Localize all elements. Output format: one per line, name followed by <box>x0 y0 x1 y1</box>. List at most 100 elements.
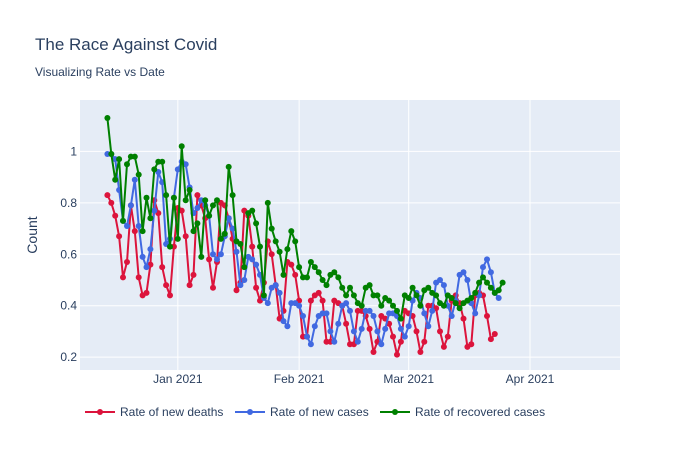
data-point <box>323 282 330 289</box>
legend-item[interactable]: Rate of new cases <box>235 405 369 419</box>
data-point <box>143 289 150 296</box>
data-point <box>178 143 185 150</box>
y-tick-label: 0.6 <box>60 247 77 261</box>
data-point <box>378 341 385 348</box>
data-point <box>272 282 279 289</box>
data-point <box>366 325 373 332</box>
data-point <box>288 261 295 268</box>
data-point <box>480 274 486 281</box>
data-point <box>276 248 283 255</box>
data-point <box>182 197 189 204</box>
data-point <box>358 325 365 332</box>
data-point <box>437 277 443 283</box>
data-point <box>425 323 432 330</box>
data-point <box>108 199 115 206</box>
data-point <box>417 302 424 309</box>
data-point <box>304 333 310 340</box>
legend-item[interactable]: Rate of recovered cases <box>380 405 545 419</box>
data-point <box>272 238 279 245</box>
data-point <box>131 176 138 183</box>
data-point <box>437 328 443 335</box>
data-point <box>284 246 291 253</box>
data-point <box>104 115 111 121</box>
data-point <box>120 217 126 224</box>
data-point <box>147 246 154 253</box>
data-point <box>307 341 314 348</box>
x-tick-label: Mar 2021 <box>383 372 434 386</box>
data-point <box>460 269 467 276</box>
data-point <box>139 253 146 260</box>
data-point <box>147 215 154 222</box>
series-3 <box>104 115 506 322</box>
data-point <box>347 307 353 314</box>
data-point <box>358 302 365 309</box>
data-point <box>476 279 483 286</box>
data-point <box>401 333 408 340</box>
data-point <box>390 333 396 340</box>
legend-swatch-marker <box>97 409 103 415</box>
data-point <box>491 331 498 337</box>
data-point <box>174 166 181 173</box>
data-point <box>452 300 459 307</box>
data-point <box>198 253 205 260</box>
data-point <box>159 264 166 271</box>
data-point <box>135 274 142 281</box>
data-point <box>343 292 350 299</box>
data-point <box>174 235 181 242</box>
data-point <box>108 151 115 157</box>
data-point <box>397 315 404 322</box>
data-point <box>350 292 357 299</box>
data-point <box>182 233 189 240</box>
data-point <box>323 310 330 317</box>
data-point <box>139 228 146 235</box>
data-point <box>135 223 142 229</box>
data-point <box>354 338 361 345</box>
data-point <box>319 297 326 304</box>
data-point <box>307 297 314 304</box>
y-tick-label: 0.2 <box>60 350 77 364</box>
data-point <box>440 302 447 309</box>
data-point <box>397 325 404 332</box>
data-point <box>304 274 310 281</box>
data-point <box>390 302 396 309</box>
legend-item[interactable]: Rate of new deaths <box>85 405 223 419</box>
data-point <box>284 323 291 330</box>
data-point <box>190 271 197 278</box>
data-point <box>480 264 486 271</box>
data-point <box>421 310 428 317</box>
series-layer <box>104 115 506 358</box>
data-point <box>186 187 193 193</box>
data-point <box>131 153 138 160</box>
data-point <box>409 284 416 291</box>
data-point <box>116 156 123 163</box>
legend-swatch-marker <box>247 409 253 415</box>
data-point <box>253 261 260 268</box>
y-tick-label: 0.4 <box>60 299 77 313</box>
data-point <box>374 292 381 299</box>
data-point <box>417 349 424 355</box>
data-point <box>468 341 475 348</box>
data-point <box>394 351 400 358</box>
data-point <box>374 328 381 335</box>
data-point <box>135 171 142 178</box>
data-point <box>484 313 490 319</box>
data-point <box>124 259 130 265</box>
data-point <box>366 307 373 314</box>
data-point <box>370 349 377 355</box>
data-point <box>472 310 479 317</box>
legend[interactable]: Rate of new deaths Rate of new cases Rate … <box>85 405 545 419</box>
data-point <box>112 176 119 183</box>
data-point <box>339 284 346 291</box>
data-point <box>444 333 451 340</box>
data-point <box>296 264 303 271</box>
data-point <box>335 274 342 281</box>
y-axis-ticks: 0.2 0.4 0.6 0.8 1 <box>60 144 77 364</box>
data-point <box>233 248 240 255</box>
data-point <box>225 163 232 170</box>
data-point <box>178 207 185 214</box>
data-point <box>206 256 213 263</box>
data-point <box>499 279 506 286</box>
data-point <box>464 277 471 283</box>
data-point <box>249 243 256 250</box>
data-point <box>433 292 440 299</box>
